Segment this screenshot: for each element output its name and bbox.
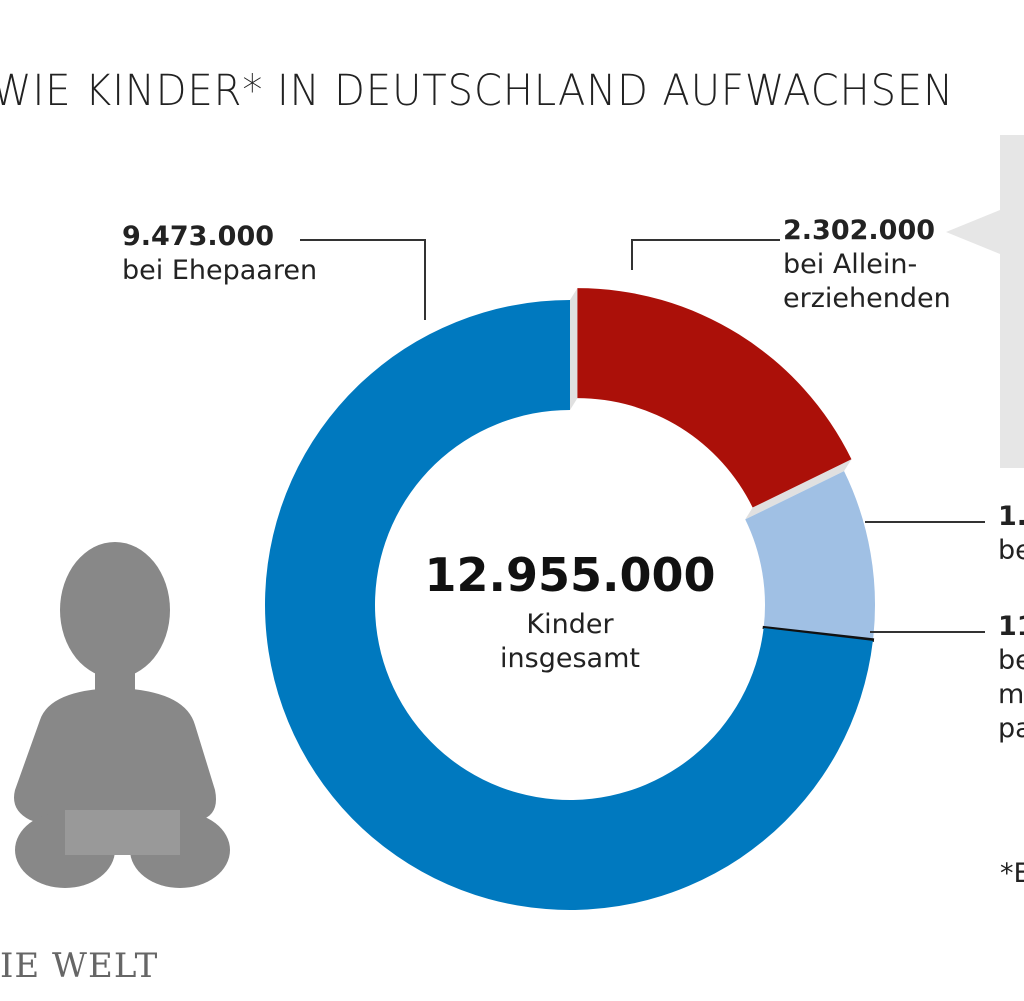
caption-ehepaare: bei Ehepaaren [122, 255, 318, 286]
segment-ehepaare [265, 300, 873, 910]
segment-gap-1 [745, 459, 852, 520]
footnote: *E [1000, 858, 1024, 889]
caption-line: pa [998, 713, 1024, 744]
caption-line: erziehenden [783, 283, 951, 314]
caption-line: be [998, 535, 1024, 566]
chart-title: WIE KINDER* IN DEUTSCHLAND AUFWACHSEN [0, 66, 954, 116]
value-thin: 11 [998, 611, 1024, 642]
segment-light [745, 471, 876, 640]
segment-gap-0 [570, 288, 578, 410]
leader-alleinerziehende [631, 239, 780, 270]
total-caption: Kinder insgesamt [420, 608, 720, 676]
leader-ehepaare [300, 239, 426, 320]
caption-line: be [998, 645, 1024, 676]
label-alleinerziehende: 2.302.000 bei Allein- erziehenden [783, 214, 951, 316]
caption-line: Kinder [526, 609, 614, 640]
caption-line: insgesamt [500, 643, 640, 674]
callout-box [946, 135, 1024, 468]
baby-illustration [14, 542, 230, 888]
value-alleinerziehende: 2.302.000 [783, 215, 936, 246]
label-ehepaare: 9.473.000 bei Ehepaaren [122, 220, 317, 288]
segment-alleinerziehende [577, 288, 852, 508]
caption-line: bei Allein- [783, 249, 918, 280]
label-thin: 11 be m pa [998, 610, 1024, 746]
welt-logo: IE WELT [0, 946, 158, 986]
segment-thin [762, 625, 875, 643]
label-light: 1. be [998, 500, 1024, 568]
logo-text: IE WELT [0, 946, 159, 986]
value-ehepaare: 9.473.000 [122, 221, 275, 252]
value-light: 1. [998, 501, 1024, 532]
total-value: 12.955.000 [424, 548, 716, 602]
caption-line: m [998, 679, 1024, 710]
